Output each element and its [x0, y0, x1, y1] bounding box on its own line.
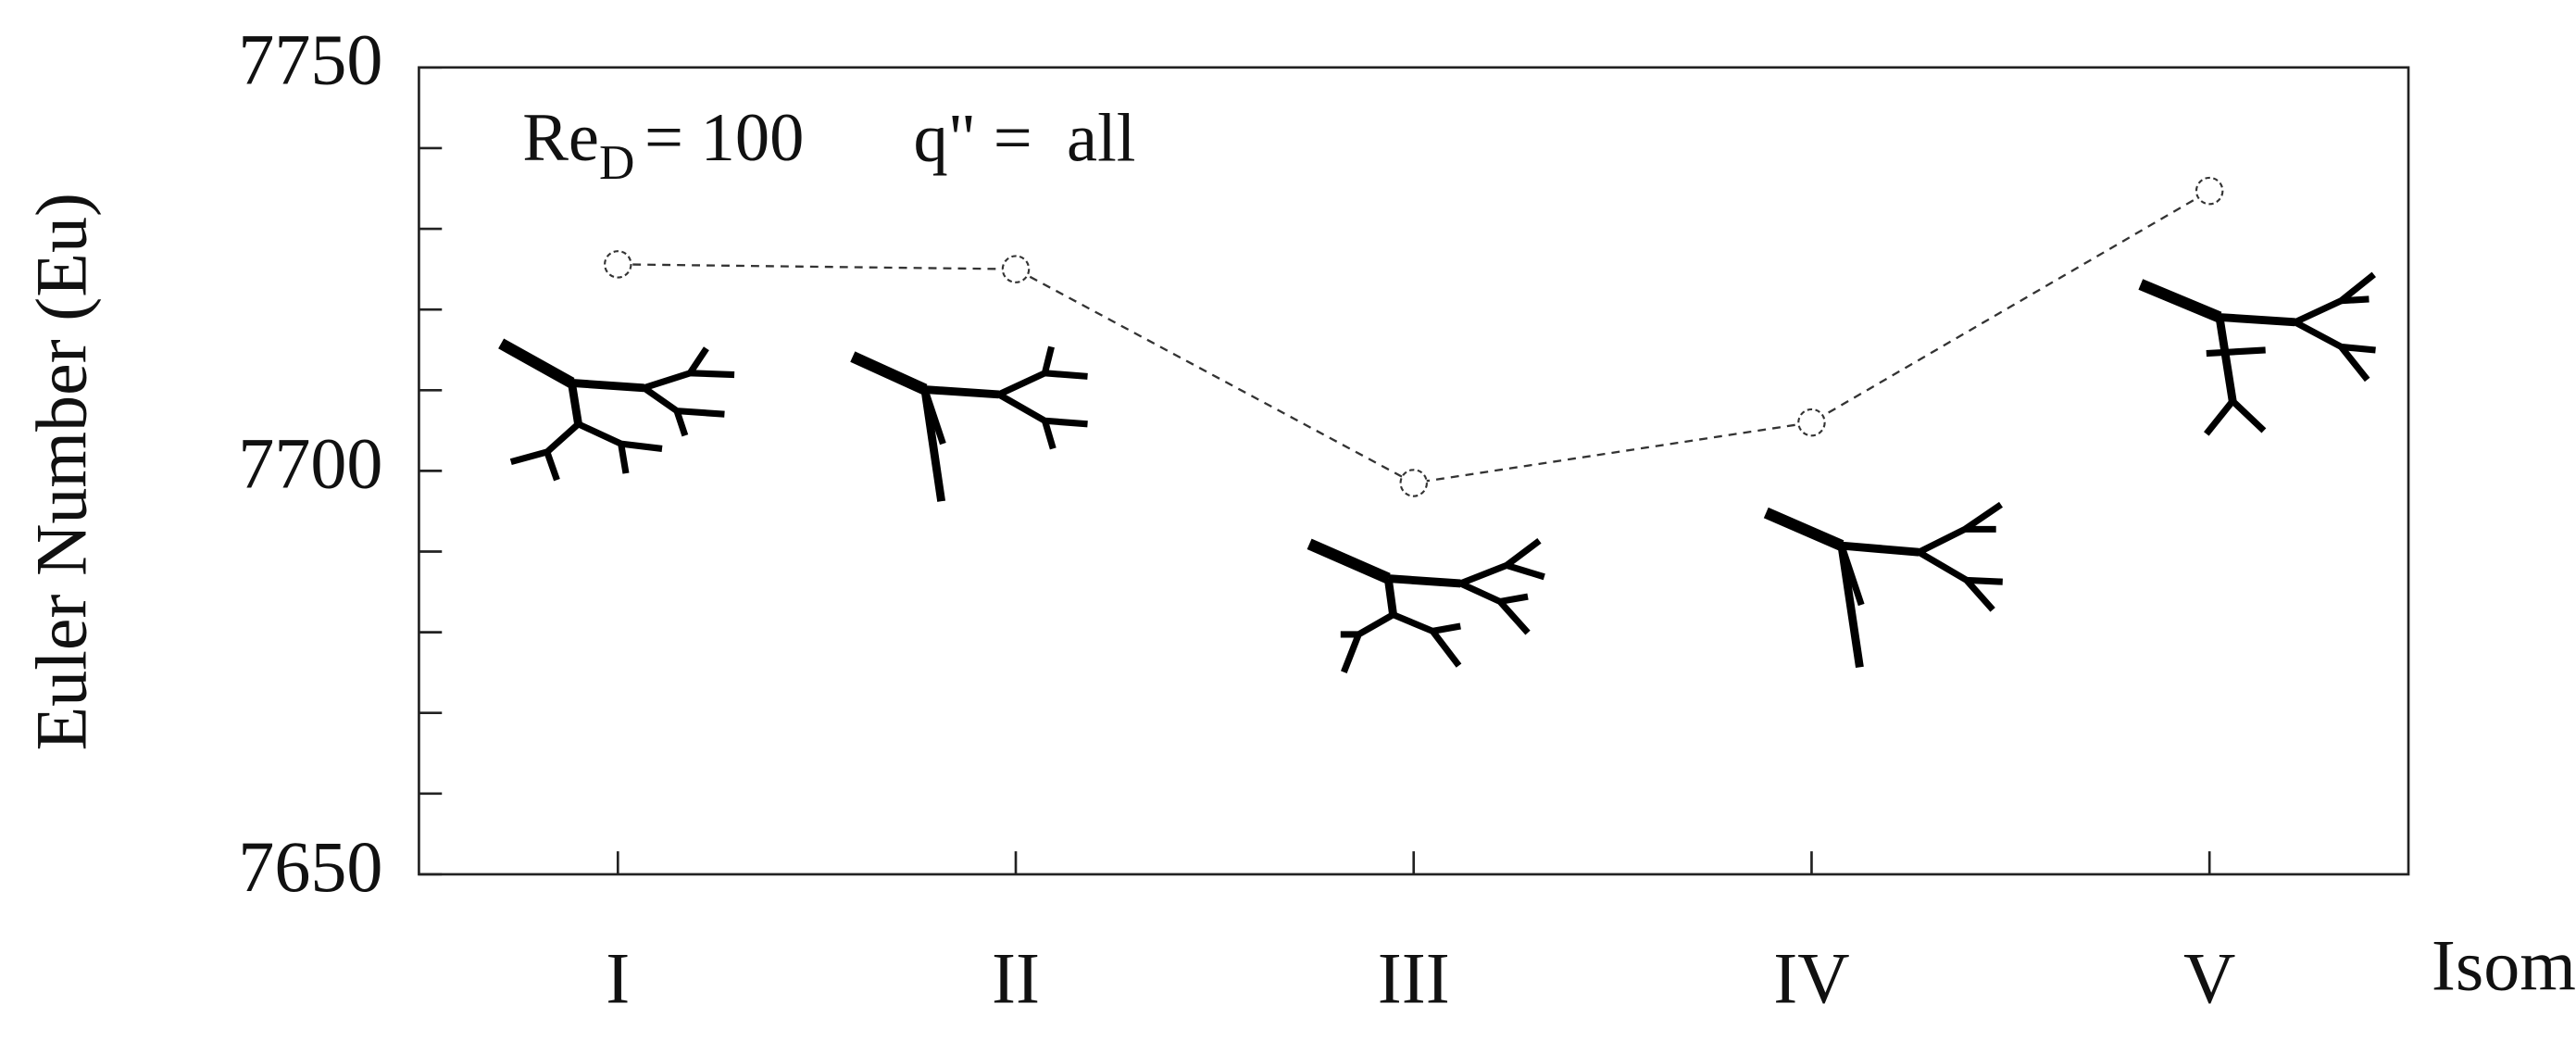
annotation2: q" = all — [913, 100, 1135, 176]
y-tick-label: 7700 — [238, 422, 382, 503]
data-line — [618, 190, 2210, 484]
annotation-main: Re — [522, 100, 599, 176]
data-point — [1797, 408, 1826, 437]
x-axis-label: Isomer — [2432, 924, 2576, 1005]
data-point — [2195, 176, 2224, 206]
data-point — [604, 250, 632, 279]
data-point — [1001, 255, 1031, 283]
molecule-iv — [1763, 501, 2004, 669]
annotation-subscript: D — [599, 135, 634, 190]
data-point — [1399, 469, 1428, 497]
annotation: ReD = 100 — [522, 100, 804, 190]
x-tick-label: II — [992, 938, 1040, 1019]
molecule-drawings — [498, 271, 2376, 674]
y-tick-label: 7650 — [238, 826, 382, 907]
y-axis-label: Euler Number (Eu) — [20, 193, 101, 750]
molecule-ii — [850, 345, 1088, 502]
x-tick-label: III — [1378, 938, 1450, 1019]
x-tick-label: V — [2183, 938, 2235, 1019]
y-tick-label: 7750 — [238, 19, 382, 100]
annotation-value: = 100 — [644, 100, 804, 176]
x-tick-label: IV — [1773, 938, 1849, 1019]
molecule-v — [2138, 271, 2376, 436]
x-tick-label: I — [606, 938, 630, 1019]
molecule-i — [498, 338, 735, 482]
molecule-iii — [1307, 537, 1545, 674]
